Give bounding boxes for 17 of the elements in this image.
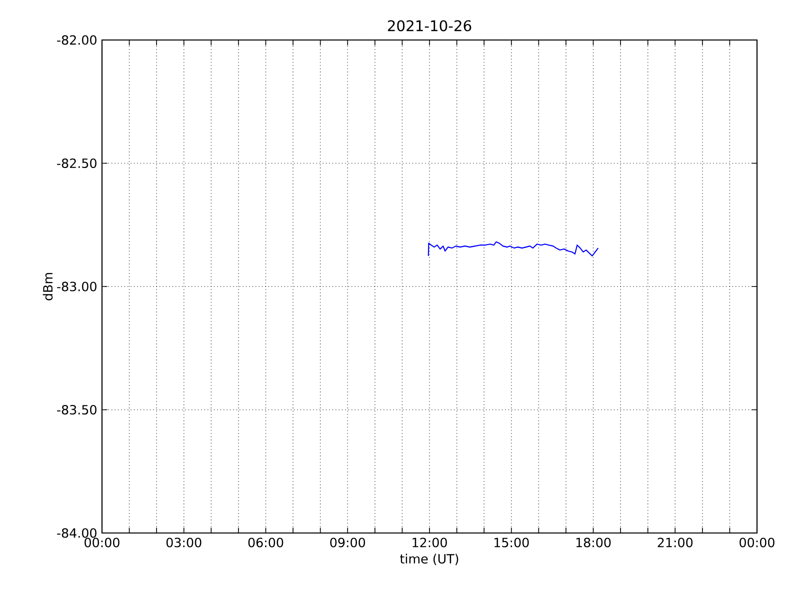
- y-tick-label: -83.00: [57, 282, 96, 292]
- x-tick-label: 18:00: [576, 538, 611, 548]
- y-axis-title: dBm: [42, 273, 53, 300]
- x-axis-title: time (UT): [400, 554, 458, 566]
- y-tick-label: -83.50: [57, 404, 96, 415]
- chart-title: 2021-10-26: [388, 20, 472, 32]
- x-tick-label: 00:00: [84, 538, 120, 548]
- x-tick-label: 21:00: [658, 538, 693, 548]
- x-tick-label: 00:00: [740, 538, 774, 548]
- y-tick-label: -82.50: [57, 158, 96, 168]
- x-tick-label: 03:00: [166, 538, 202, 548]
- x-tick-label: 15:00: [494, 538, 529, 548]
- x-tick-label: 12:00: [412, 538, 447, 548]
- x-tick-label: 09:00: [330, 538, 366, 548]
- x-tick-label: 06:00: [248, 538, 284, 548]
- y-tick-label: -84.00: [57, 528, 96, 538]
- y-tick-label: -82.00: [57, 35, 96, 45]
